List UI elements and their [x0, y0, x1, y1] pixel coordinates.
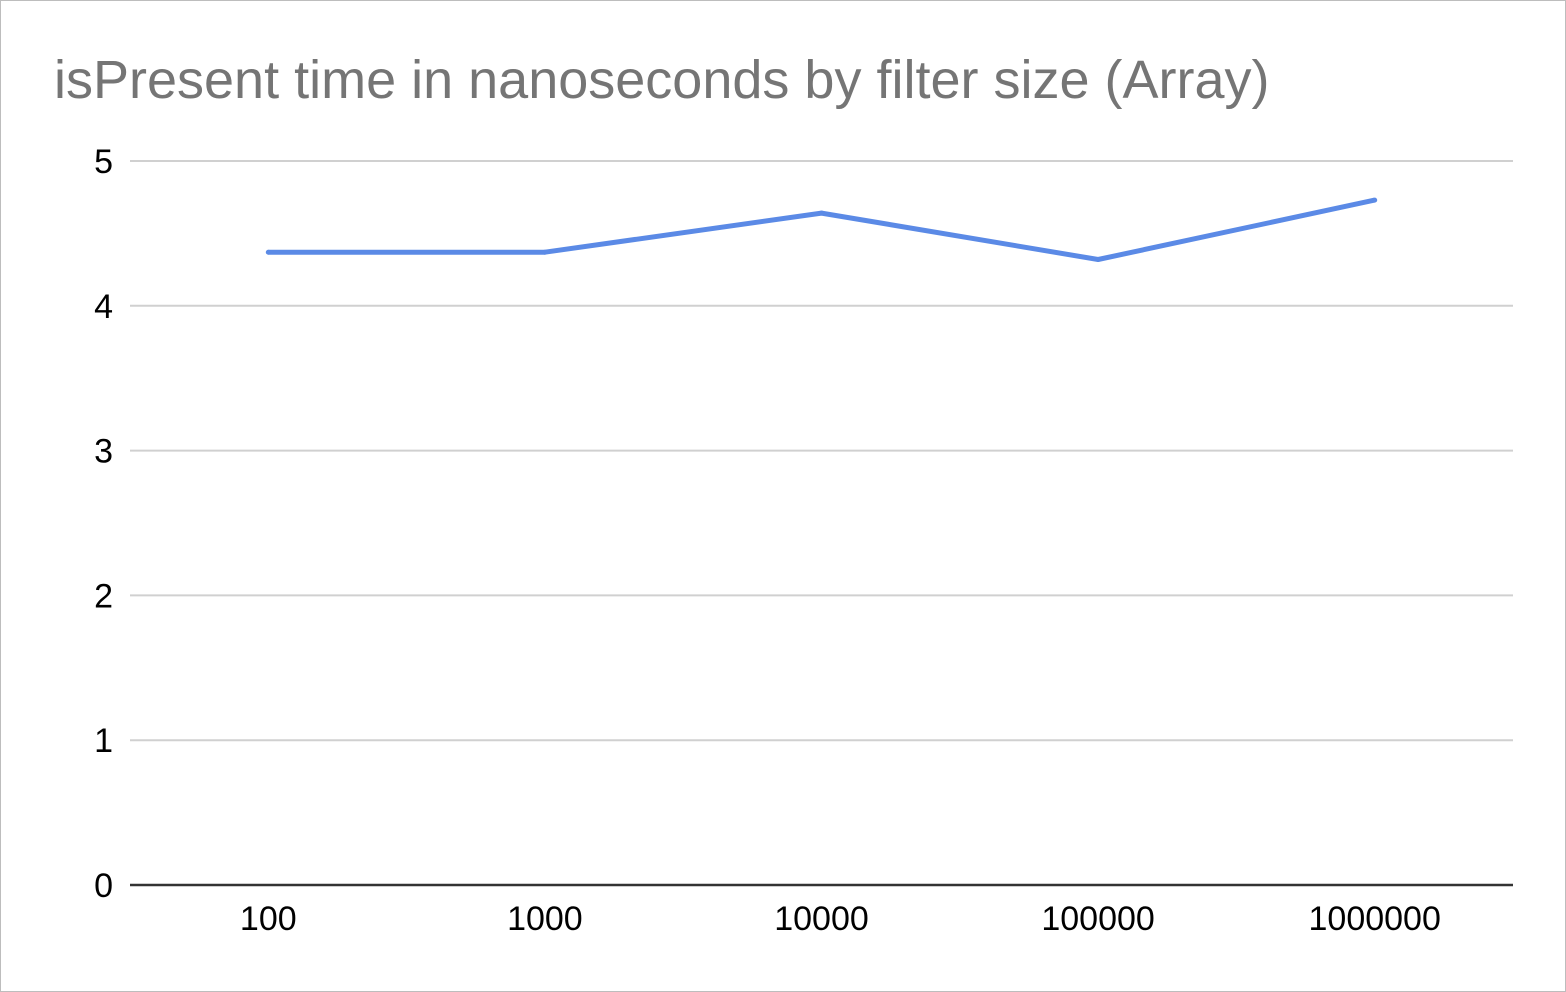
y-tick-label: 1: [94, 722, 113, 760]
chart-title: isPresent time in nanoseconds by filter …: [54, 50, 1270, 110]
data-point: [819, 210, 824, 216]
x-tick-label: 1000: [507, 900, 583, 938]
data-point: [1095, 256, 1101, 262]
x-tick-label: 10000: [774, 900, 869, 938]
y-tick-label: 5: [94, 143, 113, 181]
gridlines: [130, 160, 1513, 887]
data-point: [1372, 197, 1378, 203]
x-tick-label: 100000: [1041, 900, 1154, 938]
data-point: [542, 249, 548, 255]
y-axis-ticks: 0 1 2 3 4 5: [94, 143, 113, 905]
x-tick-label: 1000000: [1309, 900, 1441, 938]
y-tick-label: 3: [94, 433, 113, 471]
x-axis-ticks: 100 1000 10000 100000 1000000: [240, 900, 1441, 938]
y-tick-label: 0: [94, 867, 113, 905]
data-point: [265, 249, 271, 255]
series-layer: [265, 197, 1378, 262]
y-tick-label: 4: [94, 288, 113, 326]
series-line: [268, 197, 1376, 262]
y-tick-label: 2: [94, 577, 113, 615]
x-tick-label: 100: [240, 900, 297, 938]
